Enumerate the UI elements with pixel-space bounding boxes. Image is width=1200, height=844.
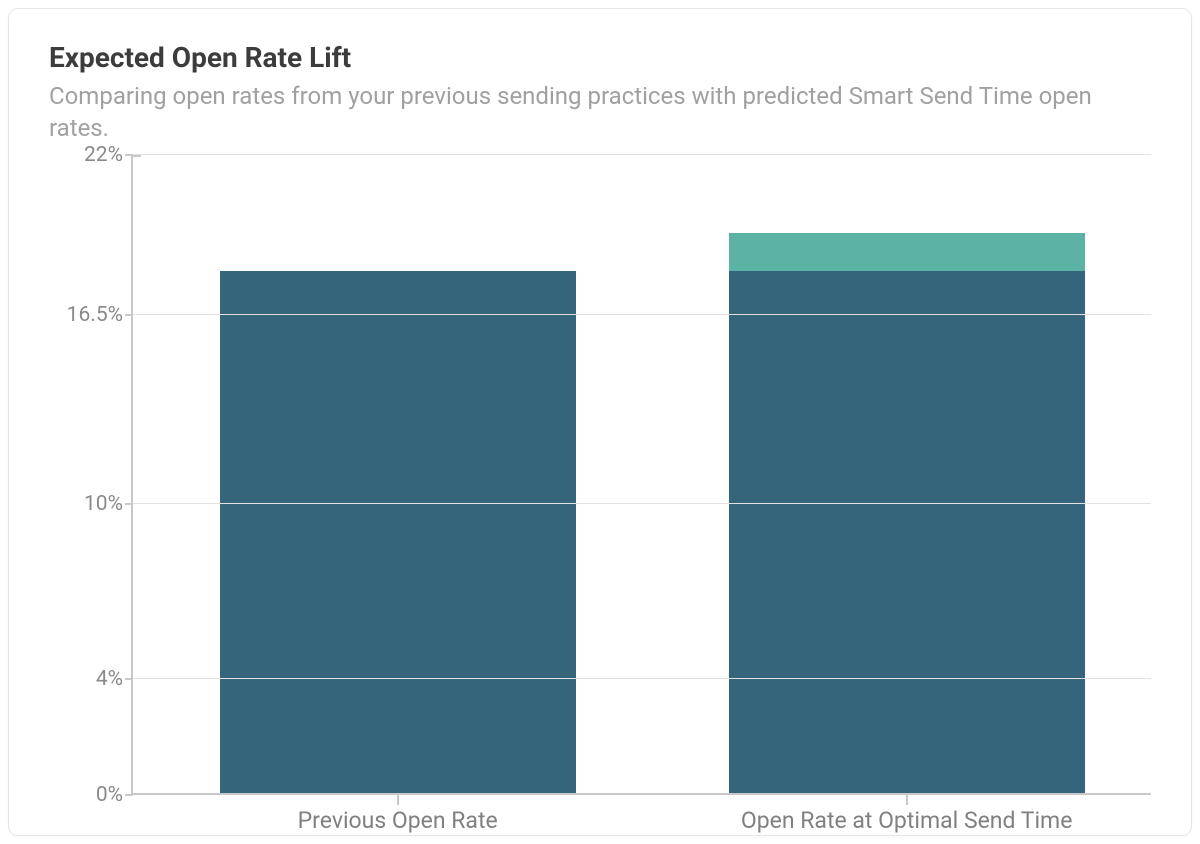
- bar-segment: [729, 233, 1085, 271]
- gridline: [133, 678, 1151, 679]
- axis-top-tick: [131, 155, 141, 157]
- chart-area: 0%4%10%16.5%22% Previous Open RateOpen R…: [49, 155, 1151, 795]
- x-axis-label: Previous Open Rate: [298, 807, 498, 834]
- y-tick-label: 22%: [84, 143, 123, 167]
- y-tick-label: 10%: [84, 492, 123, 516]
- gridline: [133, 503, 1151, 504]
- chart-card: Expected Open Rate Lift Comparing open r…: [8, 8, 1192, 836]
- y-tick-label: 16.5%: [67, 303, 123, 327]
- plot-area: Previous Open RateOpen Rate at Optimal S…: [131, 155, 1151, 795]
- y-tick-label: 0%: [96, 783, 123, 807]
- x-axis-baseline: [133, 793, 1151, 795]
- x-axis-label: Open Rate at Optimal Send Time: [741, 807, 1073, 834]
- x-axis-labels: Previous Open RateOpen Rate at Optimal S…: [133, 795, 1151, 807]
- bar-group: [729, 155, 1085, 795]
- y-tick: [125, 314, 133, 316]
- bar-segment: [220, 271, 576, 795]
- gridline: [133, 154, 1151, 155]
- y-tick: [125, 794, 133, 796]
- chart-subtitle: Comparing open rates from your previous …: [49, 80, 1151, 145]
- x-tick: [906, 795, 908, 805]
- bars-layer: [133, 155, 1151, 795]
- y-tick: [125, 503, 133, 505]
- gridline: [133, 314, 1151, 315]
- y-tick-label: 4%: [96, 667, 123, 691]
- bar-group: [220, 155, 576, 795]
- x-tick: [397, 795, 399, 805]
- y-axis: 0%4%10%16.5%22%: [49, 155, 131, 795]
- y-tick: [125, 678, 133, 680]
- bar-segment: [729, 271, 1085, 795]
- chart-title: Expected Open Rate Lift: [49, 41, 1151, 74]
